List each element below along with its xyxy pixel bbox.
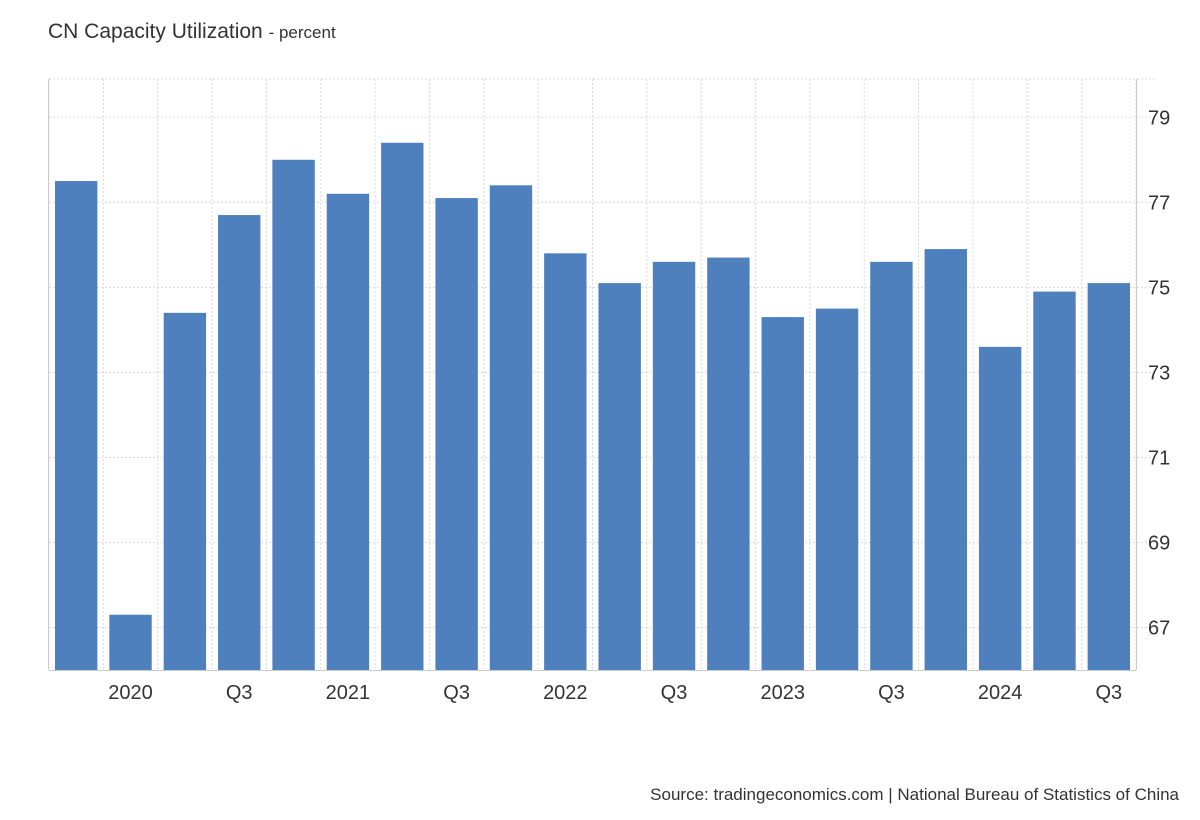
y-tick-label: 79 bbox=[1148, 107, 1170, 129]
bar bbox=[598, 283, 641, 670]
x-tick-label: 2022 bbox=[543, 682, 588, 704]
bar bbox=[1087, 283, 1131, 670]
x-tick-label: Q3 bbox=[878, 682, 905, 704]
y-tick-label: 71 bbox=[1148, 447, 1170, 469]
x-tick-label: Q3 bbox=[226, 682, 253, 704]
bar bbox=[707, 257, 750, 670]
bar bbox=[218, 215, 261, 670]
x-tick-label: 2024 bbox=[978, 682, 1023, 704]
bar bbox=[870, 261, 913, 670]
y-tick-label: 69 bbox=[1148, 532, 1170, 554]
bar bbox=[109, 614, 152, 670]
bar bbox=[544, 253, 587, 671]
bar bbox=[815, 308, 859, 670]
x-tick-label: 2023 bbox=[760, 682, 805, 704]
x-tick-label: 2021 bbox=[326, 682, 371, 704]
x-tick-label: Q3 bbox=[443, 682, 470, 704]
bar-chart: 67 69 71 73 75 77 79 2020 Q3 2021 Q3 2022 Q3 2023 Q3 20… bbox=[48, 78, 1170, 704]
bar bbox=[489, 185, 533, 670]
chart-title-text: CN Capacity Utilization bbox=[48, 20, 263, 43]
source-note: Source: tradingeconomics.com | National … bbox=[650, 785, 1179, 804]
bar bbox=[54, 181, 98, 671]
bar bbox=[381, 142, 424, 670]
y-tick-label: 75 bbox=[1148, 277, 1170, 299]
bar bbox=[978, 346, 1022, 670]
bar bbox=[1033, 291, 1076, 670]
bar bbox=[163, 312, 207, 670]
bar bbox=[326, 193, 370, 670]
bar bbox=[652, 261, 696, 670]
x-tick-label: Q3 bbox=[1095, 682, 1122, 704]
bar bbox=[924, 249, 967, 670]
y-tick-label: 77 bbox=[1148, 192, 1170, 214]
chart-subtitle: - percent bbox=[268, 23, 336, 42]
y-tick-label: 73 bbox=[1148, 362, 1170, 384]
chart-title: CN Capacity Utilization - percent bbox=[48, 20, 336, 44]
bar bbox=[761, 317, 804, 670]
bar bbox=[272, 159, 315, 670]
y-tick-label: 67 bbox=[1148, 617, 1170, 639]
x-tick-label: 2020 bbox=[108, 682, 153, 704]
x-tick-label: Q3 bbox=[661, 682, 688, 704]
bar bbox=[435, 198, 478, 670]
